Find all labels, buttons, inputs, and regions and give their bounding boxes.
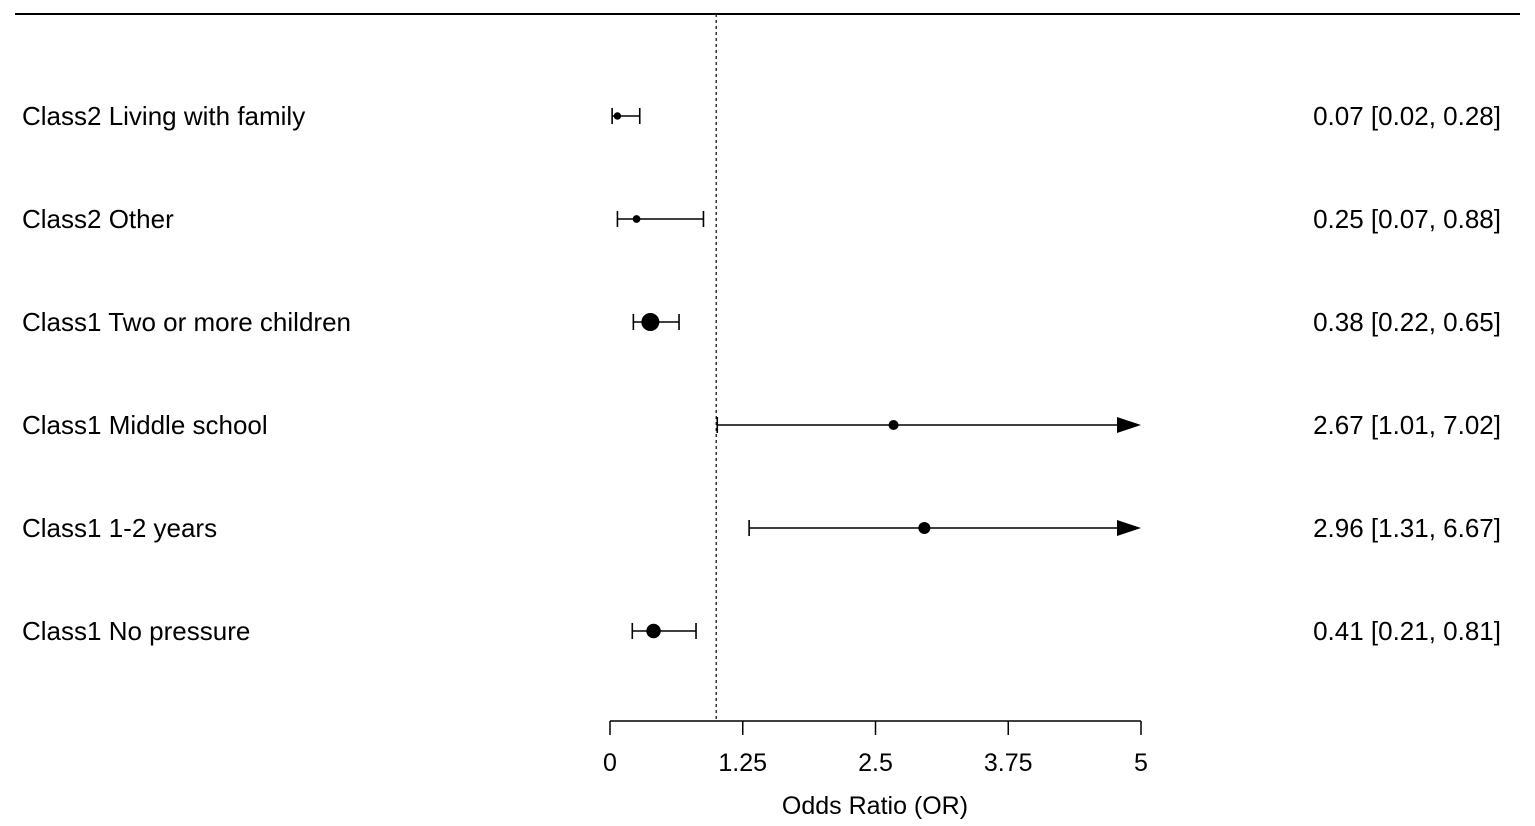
ci-upper-arrow xyxy=(1117,520,1141,536)
ci-label: 0.07 [0.02, 0.28] xyxy=(1313,101,1501,131)
ci-label: 2.67 [1.01, 7.02] xyxy=(1313,410,1501,440)
row-label: Class1 No pressure xyxy=(22,616,250,646)
ci-label: 0.41 [0.21, 0.81] xyxy=(1313,616,1501,646)
point-estimate xyxy=(632,215,641,223)
point-estimate xyxy=(888,419,899,431)
row-label: Class1 1-2 years xyxy=(22,513,217,543)
ci-label: 0.25 [0.07, 0.88] xyxy=(1313,204,1501,234)
x-tick-label: 0 xyxy=(603,749,617,777)
forest-row: Class1 No pressure 0.41 [0.21, 0.81] xyxy=(22,616,1501,646)
x-tick-label: 3.75 xyxy=(984,749,1033,777)
row-label: Class2 Living with family xyxy=(22,101,305,131)
forest-row: Class1 Two or more children 0.38 [0.22, 0… xyxy=(22,307,1501,337)
x-axis-title: Odds Ratio (OR) xyxy=(782,792,968,820)
forest-row: Class1 Middle school 2.67 [1.01, 7.02] xyxy=(22,410,1501,440)
ci-upper-arrow xyxy=(1117,417,1141,433)
point-estimate xyxy=(646,623,661,639)
x-tick-label: 5 xyxy=(1134,749,1148,777)
forest-row: Class1 1-2 years 2.96 [1.31, 6.67] xyxy=(22,513,1501,543)
row-label: Class1 Two or more children xyxy=(22,307,351,337)
ci-label: 2.96 [1.31, 6.67] xyxy=(1313,513,1501,543)
forest-row: Class2 Other 0.25 [0.07, 0.88] xyxy=(22,204,1501,234)
forest-row: Class2 Living with family 0.07 [0.02, 0.2… xyxy=(22,101,1501,131)
x-tick-label: 2.5 xyxy=(858,749,893,777)
row-label: Class2 Other xyxy=(22,204,174,234)
point-estimate xyxy=(613,112,622,120)
ci-label: 0.38 [0.22, 0.65] xyxy=(1313,307,1501,337)
row-label: Class1 Middle school xyxy=(22,410,268,440)
point-estimate xyxy=(641,313,660,331)
point-estimate xyxy=(918,522,931,534)
x-tick-label: 1.25 xyxy=(718,749,767,777)
